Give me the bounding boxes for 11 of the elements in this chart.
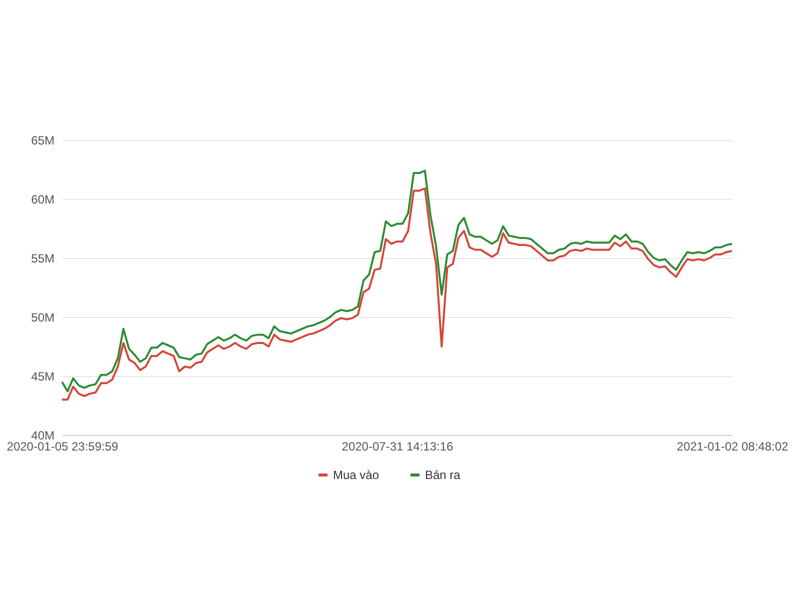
x-tick-label: 2021-01-02 08:48:02	[676, 440, 789, 454]
legend-label: Bán ra	[425, 468, 461, 482]
y-tick-label: 60M	[31, 192, 55, 206]
y-tick-label: 55M	[31, 252, 55, 266]
legend-label: Mua vào	[333, 468, 380, 482]
x-tick-label: 2020-07-31 14:13:16	[342, 440, 454, 454]
y-tick-label: 65M	[31, 134, 55, 148]
x-tick-label: 2020-01-05 23:59:59	[6, 440, 119, 454]
y-tick-label: 50M	[31, 310, 55, 324]
y-tick-label: 40M	[31, 428, 55, 442]
y-tick-label: 45M	[31, 370, 55, 384]
